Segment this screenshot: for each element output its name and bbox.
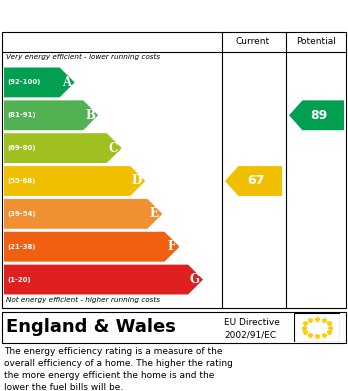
Text: Energy Efficiency Rating: Energy Efficiency Rating: [8, 7, 210, 23]
Text: G: G: [190, 273, 200, 286]
Polygon shape: [4, 265, 203, 294]
Text: England & Wales: England & Wales: [6, 319, 176, 337]
Text: F: F: [167, 240, 175, 253]
Text: E: E: [150, 207, 159, 221]
Text: (81-91): (81-91): [7, 112, 35, 118]
Text: (21-38): (21-38): [7, 244, 35, 250]
Polygon shape: [4, 68, 74, 97]
Text: (39-54): (39-54): [7, 211, 35, 217]
Text: D: D: [132, 174, 142, 188]
Text: Potential: Potential: [296, 38, 336, 47]
Text: (92-100): (92-100): [7, 79, 40, 85]
Text: Very energy efficient - lower running costs: Very energy efficient - lower running co…: [6, 54, 160, 60]
Text: The energy efficiency rating is a measure of the
overall efficiency of a home. T: The energy efficiency rating is a measur…: [4, 347, 233, 391]
Text: B: B: [85, 109, 95, 122]
Text: (55-68): (55-68): [7, 178, 35, 184]
Polygon shape: [289, 100, 344, 130]
Text: Not energy efficient - higher running costs: Not energy efficient - higher running co…: [6, 297, 160, 303]
Polygon shape: [4, 199, 163, 229]
Text: A: A: [62, 76, 71, 89]
Text: 89: 89: [310, 109, 327, 122]
Polygon shape: [225, 166, 282, 196]
Text: (1-20): (1-20): [7, 276, 31, 283]
Polygon shape: [4, 232, 180, 262]
Polygon shape: [4, 100, 98, 130]
Text: 2002/91/EC: 2002/91/EC: [224, 330, 276, 339]
Text: Current: Current: [236, 38, 270, 47]
Bar: [2, 312, 346, 343]
Text: C: C: [109, 142, 118, 155]
Text: EU Directive: EU Directive: [224, 318, 280, 327]
Polygon shape: [4, 133, 122, 163]
Text: 67: 67: [247, 174, 264, 188]
Text: (69-80): (69-80): [7, 145, 35, 151]
Polygon shape: [4, 166, 145, 196]
